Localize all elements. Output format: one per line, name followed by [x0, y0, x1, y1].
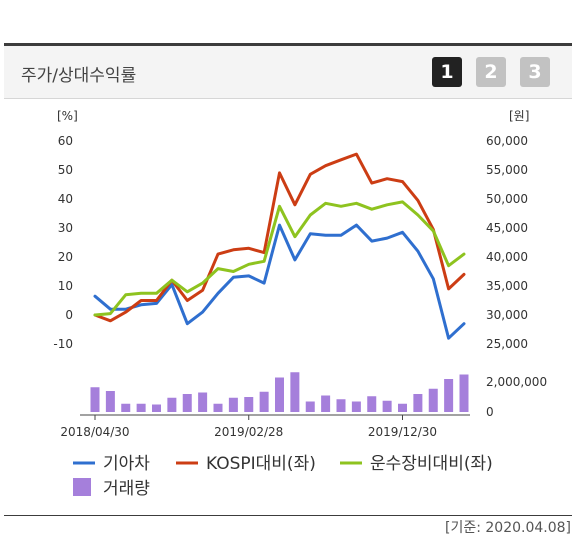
widget-header: 주가/상대수익률 1 2 3: [4, 46, 572, 99]
legend-label-0: 기아차: [103, 454, 150, 474]
page-1-button[interactable]: 1: [432, 57, 462, 87]
x-tick-label: 2019/12/30: [368, 425, 437, 439]
x-tick-label: 2018/04/30: [60, 425, 129, 439]
left-tick-label: 40: [58, 192, 73, 206]
left-tick-label: 0: [65, 308, 73, 322]
volume-bar: [351, 401, 361, 412]
volume-bar: [321, 395, 331, 412]
right-tick-label: 35,000: [486, 279, 528, 293]
volume-bar: [90, 387, 100, 412]
volume-bar: [228, 397, 238, 412]
widget-top-border: [4, 43, 572, 46]
left-tick-label: -10: [53, 337, 73, 351]
left-tick-label: 20: [58, 250, 73, 264]
series-line-2: [93, 200, 466, 317]
volume-bar: [305, 401, 315, 412]
volume-bar: [244, 397, 254, 412]
volume-bar: [444, 379, 454, 412]
volume-bar: [413, 394, 423, 412]
volume-bar: [121, 403, 131, 412]
right-tick-label: 25,000: [486, 337, 528, 351]
left-tick-label: 30: [58, 221, 73, 235]
stock-relative-return-chart: [%] [원] -10 0 10 20 30 40 50 60 25,000 30,000 35,000…: [53, 109, 547, 499]
right-axis-unit: [원]: [509, 109, 529, 123]
legend-label-2: 운수장비대비(좌): [370, 454, 493, 474]
right-tick-label: 50,000: [486, 192, 528, 206]
left-axis-unit: [%]: [57, 109, 78, 123]
widget-bottom-border: [4, 515, 572, 516]
volume-bar: [459, 374, 469, 412]
volume-bar: [152, 404, 161, 412]
volume-bar: [259, 391, 269, 412]
left-tick-label: 50: [58, 163, 73, 177]
page-title: 주가/상대수익률: [21, 66, 137, 86]
volume-bar: [182, 394, 192, 412]
volume-bar: [198, 392, 208, 412]
volume-tick-label: 2,000,000: [486, 375, 547, 389]
volume-bar: [398, 403, 407, 412]
volume-bar: [275, 377, 284, 412]
volume-bar: [213, 403, 223, 412]
series-line-0: [93, 223, 466, 340]
volume-bar: [382, 400, 392, 412]
volume-bar: [167, 397, 177, 412]
right-tick-label: 55,000: [486, 163, 528, 177]
volume-bar: [290, 372, 300, 412]
chart-pager: 1 2 3: [432, 57, 550, 87]
right-tick-label: 45,000: [486, 221, 528, 235]
x-tick-label: 2019/02/28: [214, 425, 283, 439]
volume-bar: [136, 403, 146, 412]
right-tick-label: 30,000: [486, 308, 528, 322]
left-tick-label: 60: [58, 134, 73, 148]
page-3-button[interactable]: 3: [520, 57, 550, 87]
legend-label-volume: 거래량: [103, 479, 150, 499]
volume-bar: [367, 396, 377, 412]
legend-swatch-volume: [73, 478, 91, 496]
series-line-1: [93, 152, 466, 323]
as-of-date: [기준: 2020.04.08]: [444, 520, 571, 536]
volume-bar: [105, 391, 115, 412]
page-2-button[interactable]: 2: [476, 57, 506, 87]
legend-label-1: KOSPI대비(좌): [206, 454, 316, 474]
right-tick-label: 60,000: [486, 134, 528, 148]
volume-bar: [336, 399, 346, 412]
right-tick-label: 40,000: [486, 250, 528, 264]
volume-tick-label: 0: [486, 405, 494, 419]
volume-bar: [428, 388, 438, 412]
left-tick-label: 10: [58, 279, 73, 293]
